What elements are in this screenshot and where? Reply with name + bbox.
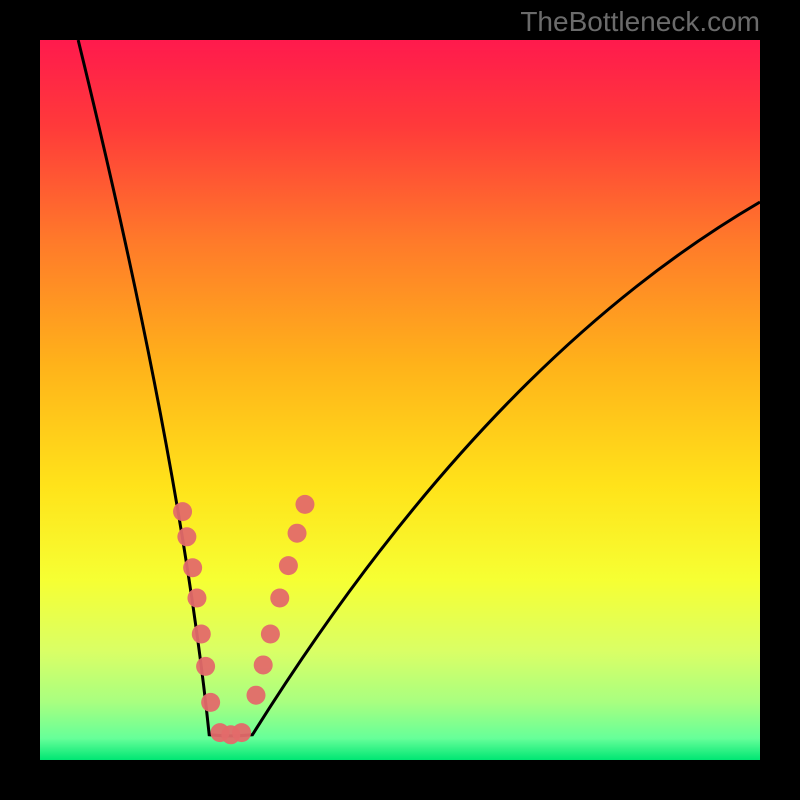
- marker-right: [254, 655, 273, 674]
- marker-left: [196, 657, 215, 676]
- gradient-background: [40, 40, 760, 760]
- marker-left: [173, 502, 192, 521]
- marker-left: [183, 558, 202, 577]
- marker-right: [270, 589, 289, 608]
- marker-right: [295, 495, 314, 514]
- marker-right: [261, 625, 280, 644]
- bottleneck-chart: [0, 0, 800, 800]
- watermark-text: TheBottleneck.com: [520, 6, 760, 38]
- marker-bottom: [232, 723, 251, 742]
- marker-left: [201, 693, 220, 712]
- marker-right: [247, 686, 266, 705]
- chart-canvas: TheBottleneck.com: [0, 0, 800, 800]
- marker-left: [177, 527, 196, 546]
- marker-left: [192, 625, 211, 644]
- marker-right: [279, 556, 298, 575]
- marker-right: [288, 524, 307, 543]
- marker-left: [187, 589, 206, 608]
